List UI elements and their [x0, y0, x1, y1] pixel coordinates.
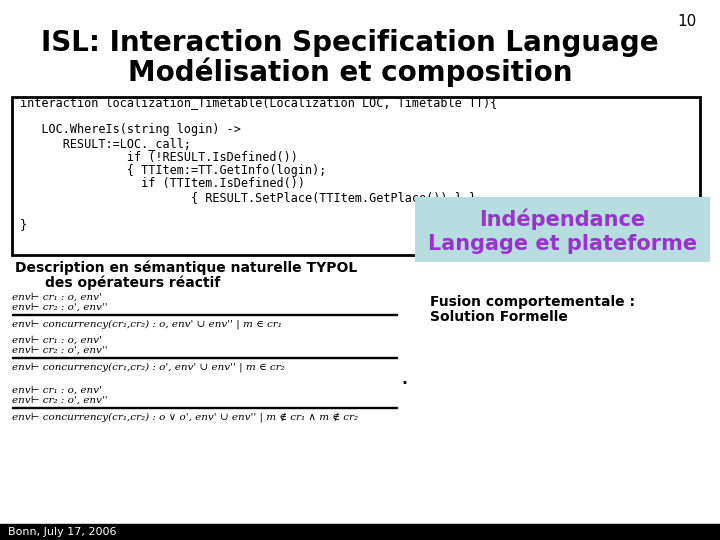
Text: RESULT:=LOC._call;: RESULT:=LOC._call;	[20, 137, 191, 150]
Text: Fusion comportementale :: Fusion comportementale :	[430, 295, 635, 309]
Text: env⊢ concurrency(cr₁,cr₂) : o ∨ o', env' ∪ env'' | m ∉ cr₁ ∧ m ∉ cr₂: env⊢ concurrency(cr₁,cr₂) : o ∨ o', env'…	[12, 412, 358, 422]
Bar	[12, 357, 397, 358]
Text: if (TTItem.IsDefined()): if (TTItem.IsDefined())	[20, 178, 305, 191]
Text: env⊢ concurrency(cr₁,cr₂) : o, env' ∪ env'' | m ∈ cr₁: env⊢ concurrency(cr₁,cr₂) : o, env' ∪ en…	[12, 319, 282, 329]
FancyBboxPatch shape	[12, 97, 700, 255]
Text: env⊢ cr₁ : o, env': env⊢ cr₁ : o, env'	[12, 293, 102, 301]
Bar	[12, 407, 397, 408]
Text: Langage et plateforme: Langage et plateforme	[428, 234, 697, 254]
Text: if (!RESULT.IsDefined()): if (!RESULT.IsDefined())	[20, 151, 298, 164]
Text: { TTItem:=TT.GetInfo(login);: { TTItem:=TT.GetInfo(login);	[20, 164, 326, 177]
Text: Bonn, July 17, 2006: Bonn, July 17, 2006	[8, 527, 117, 537]
Text: env⊢ cr₂ : o', env'': env⊢ cr₂ : o', env''	[12, 303, 107, 312]
Text: env⊢ cr₁ : o, env': env⊢ cr₁ : o, env'	[12, 386, 102, 395]
Text: Solution Formelle: Solution Formelle	[430, 310, 568, 324]
Text: LOC.WhereIs(string login) ->: LOC.WhereIs(string login) ->	[20, 124, 241, 137]
Text: Indépendance: Indépendance	[480, 209, 646, 231]
Bar	[12, 314, 397, 315]
Text: .: .	[400, 365, 408, 389]
Text: env⊢ concurrency(cr₁,cr₂) : o', env' ∪ env'' | m ∈ cr₂: env⊢ concurrency(cr₁,cr₂) : o', env' ∪ e…	[12, 362, 284, 372]
Text: interaction localization_Timetable(Localization LOC, Timetable TT){: interaction localization_Timetable(Local…	[20, 97, 498, 110]
Text: env⊢ cr₂ : o', env'': env⊢ cr₂ : o', env''	[12, 346, 107, 355]
Text: env⊢ cr₂ : o', env'': env⊢ cr₂ : o', env''	[12, 396, 107, 405]
Text: { RESULT.SetPlace(TTItem.GetPlace()) } }: { RESULT.SetPlace(TTItem.GetPlace()) } }	[20, 191, 476, 204]
Text: Modélisation et composition: Modélisation et composition	[127, 57, 572, 87]
Text: des opérateurs réactif: des opérateurs réactif	[45, 276, 220, 291]
Bar	[0, 524, 720, 540]
Text: env⊢ cr₁ : o, env': env⊢ cr₁ : o, env'	[12, 335, 102, 345]
FancyBboxPatch shape	[415, 197, 710, 262]
Text: }: }	[20, 218, 27, 231]
Text: Description en sémantique naturelle TYPOL: Description en sémantique naturelle TYPO…	[15, 261, 357, 275]
Text: ISL: Interaction Specification Language: ISL: Interaction Specification Language	[41, 29, 659, 57]
Text: 10: 10	[678, 15, 697, 30]
